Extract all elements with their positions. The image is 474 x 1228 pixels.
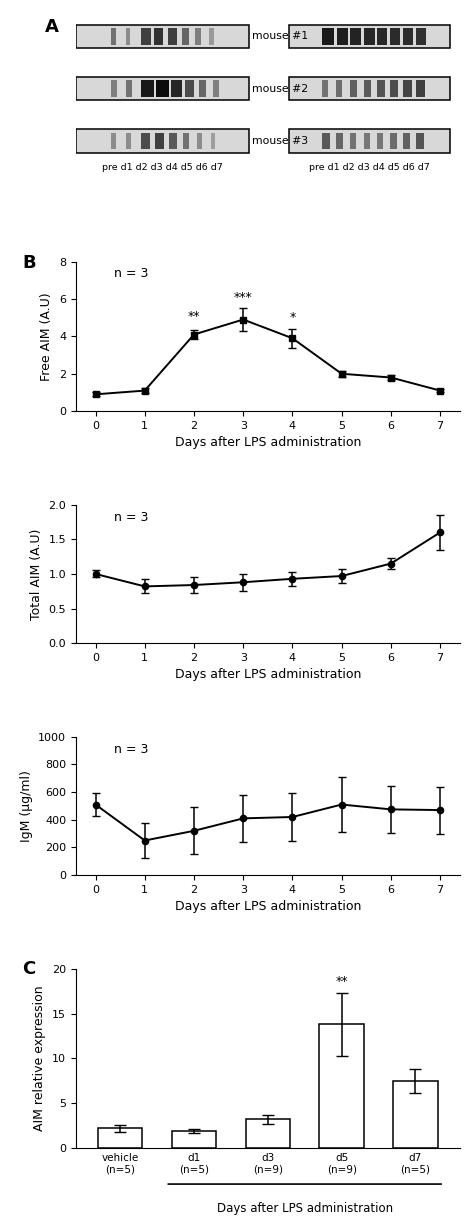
Text: **: ** <box>336 975 348 989</box>
Bar <box>337 28 348 44</box>
Bar <box>141 80 155 97</box>
Bar <box>377 133 383 150</box>
Bar <box>289 129 450 152</box>
Bar <box>289 77 450 101</box>
Text: B: B <box>22 254 36 273</box>
Y-axis label: Free AIM (A.U): Free AIM (A.U) <box>40 292 54 381</box>
Text: pre d1 d2 d3 d4 d5 d6 d7: pre d1 d2 d3 d4 d5 d6 d7 <box>102 163 223 172</box>
Bar <box>390 80 398 97</box>
Y-axis label: AIM relative expression: AIM relative expression <box>34 986 46 1131</box>
Bar <box>322 80 328 97</box>
Bar <box>141 133 150 150</box>
Bar <box>156 80 169 97</box>
Bar <box>111 80 117 97</box>
Bar <box>155 133 164 150</box>
Bar <box>319 1024 364 1148</box>
Bar <box>172 1131 216 1148</box>
Bar <box>403 80 412 97</box>
Text: A: A <box>45 18 59 37</box>
Text: n = 3: n = 3 <box>114 266 149 280</box>
Bar <box>210 28 214 44</box>
Bar <box>350 28 361 44</box>
X-axis label: Days after LPS administration: Days after LPS administration <box>174 900 361 914</box>
Bar <box>336 80 342 97</box>
Bar <box>403 133 410 150</box>
Text: Days after LPS administration: Days after LPS administration <box>217 1202 393 1214</box>
Text: mouse #1: mouse #1 <box>252 32 308 42</box>
Bar <box>155 28 163 44</box>
Bar <box>111 133 116 150</box>
Bar <box>289 25 450 48</box>
Bar <box>364 133 370 150</box>
Bar <box>126 80 132 97</box>
Bar <box>364 28 375 44</box>
Bar <box>364 80 371 97</box>
Bar <box>98 1129 142 1148</box>
Bar <box>377 80 385 97</box>
Bar <box>197 133 202 150</box>
Bar <box>213 80 219 97</box>
Bar <box>182 28 189 44</box>
Bar <box>211 133 215 150</box>
Text: mouse #3: mouse #3 <box>252 136 308 146</box>
X-axis label: Days after LPS administration: Days after LPS administration <box>174 436 361 449</box>
Bar <box>126 133 131 150</box>
Bar <box>183 133 189 150</box>
Bar <box>111 28 117 44</box>
Bar <box>185 80 193 97</box>
Text: C: C <box>22 960 36 977</box>
Text: n = 3: n = 3 <box>114 511 149 524</box>
Y-axis label: Total AIM (A.U): Total AIM (A.U) <box>30 528 43 620</box>
Bar <box>168 28 177 44</box>
Bar <box>350 80 357 97</box>
Bar <box>377 28 387 44</box>
Bar <box>76 77 248 101</box>
Text: mouse #2: mouse #2 <box>252 84 308 93</box>
Bar <box>76 129 248 152</box>
Text: n = 3: n = 3 <box>114 743 149 756</box>
Bar <box>195 28 201 44</box>
Bar <box>141 28 151 44</box>
Bar <box>322 28 334 44</box>
Text: *: * <box>289 311 296 324</box>
Bar <box>416 80 425 97</box>
Text: pre d1 d2 d3 d4 d5 d6 d7: pre d1 d2 d3 d4 d5 d6 d7 <box>309 163 430 172</box>
Bar <box>390 133 397 150</box>
Bar <box>416 28 426 44</box>
Bar <box>169 133 177 150</box>
Bar <box>350 133 356 150</box>
Bar <box>246 1120 290 1148</box>
X-axis label: Days after LPS administration: Days after LPS administration <box>174 668 361 682</box>
Bar <box>199 80 206 97</box>
Bar <box>416 133 424 150</box>
Bar <box>171 80 182 97</box>
Bar <box>336 133 343 150</box>
Bar <box>403 28 413 44</box>
Y-axis label: IgM (μg/ml): IgM (μg/ml) <box>19 770 33 842</box>
Text: **: ** <box>188 311 200 323</box>
Bar <box>393 1081 438 1148</box>
Bar <box>322 133 330 150</box>
Text: ***: *** <box>234 291 253 303</box>
Bar <box>126 28 130 44</box>
Bar <box>76 25 248 48</box>
Bar <box>390 28 401 44</box>
